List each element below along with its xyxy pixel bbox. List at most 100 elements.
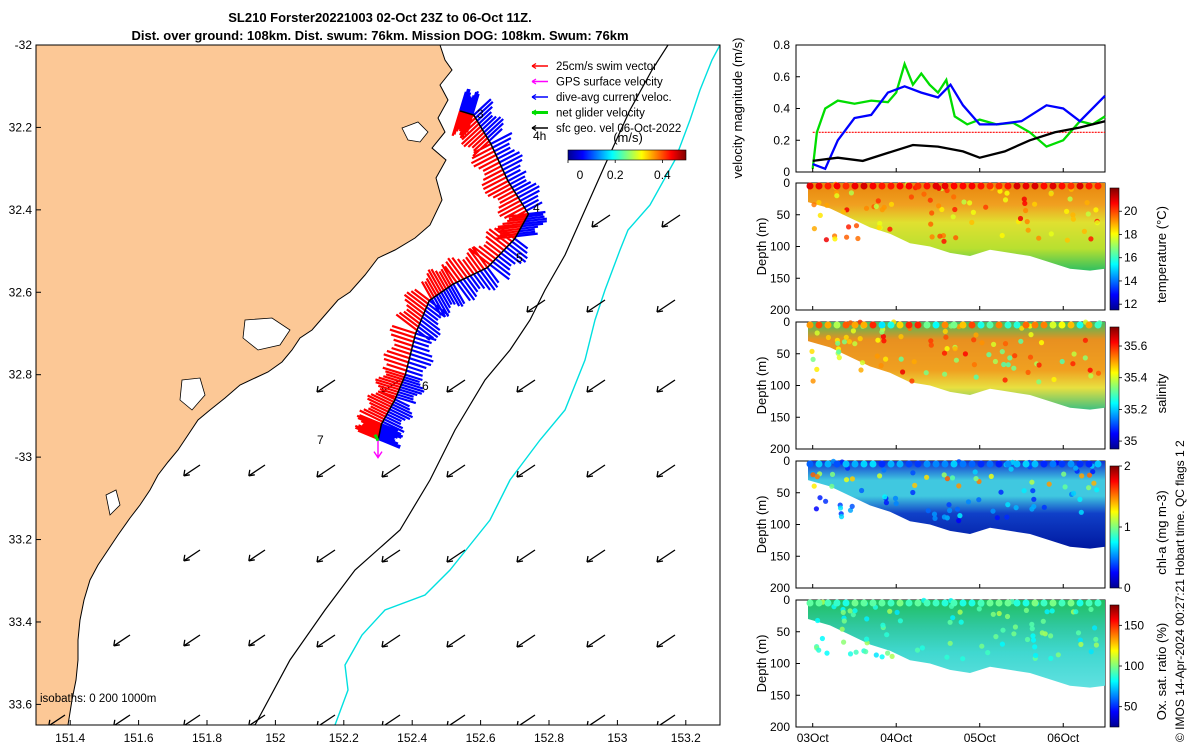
map-x-tick-label: 152.4 <box>397 731 427 745</box>
section-sample-dot <box>1002 341 1009 347</box>
section-sample-dot <box>946 502 952 508</box>
section-sample-dot <box>999 232 1005 239</box>
section-sample-dot <box>824 650 830 656</box>
lake <box>242 317 291 351</box>
surface-velocity-arrow <box>656 634 676 648</box>
velocity-y-tick-label: 0 <box>783 165 790 179</box>
section-surface-dot <box>860 321 868 329</box>
section-sample-dot <box>996 610 1002 617</box>
arrowhead <box>446 720 449 725</box>
net-glider-velocity-arrow <box>373 433 380 442</box>
surface-velocity-arrow <box>656 464 676 478</box>
section-surface-dot <box>905 599 913 607</box>
section-sample-dot <box>947 507 953 514</box>
section-sample-dot <box>943 334 949 340</box>
isobaths-label: isobaths: 0 200 1000m <box>40 693 156 705</box>
section-surface-dot <box>950 599 958 607</box>
section-surface-dot <box>815 460 823 468</box>
section-sample-dot <box>1005 502 1011 508</box>
section-surface-dot <box>824 599 832 607</box>
section-sample-dot <box>911 359 917 365</box>
section-sample-dot <box>843 477 850 483</box>
surface-velocity-arrow <box>516 464 536 478</box>
map-legend: 25cm/s swim vector GPS surface velocity di… <box>531 61 681 135</box>
arrowhead <box>591 220 599 228</box>
section-sample-dot <box>880 622 886 628</box>
section-y-tick-label: 50 <box>777 625 791 639</box>
arrowhead <box>656 720 659 725</box>
section-sample-dot <box>965 499 972 505</box>
section-sample-dot <box>840 209 847 215</box>
section-y-tick-label: 0 <box>783 176 790 190</box>
section-sample-dot <box>1000 627 1006 633</box>
section-sample-dot <box>846 224 852 230</box>
section-sample-dot <box>1077 496 1083 502</box>
arrowhead <box>656 470 664 478</box>
section-sample-dot <box>852 608 858 614</box>
map-y-tick-label: 33.6 <box>9 697 33 711</box>
section-sample-dot <box>1005 362 1011 368</box>
surface-velocity-arrow <box>381 634 401 648</box>
section-surface-dot <box>833 460 841 468</box>
section-panel-4: 0 50 100 150 200 Depth (m) 50 100 150 Ox. sat. ra… <box>754 593 1169 734</box>
section-sample-dot <box>875 198 881 204</box>
section-sample-dot <box>1064 208 1070 214</box>
land-mass <box>36 45 453 725</box>
section-surface-dot <box>914 599 922 607</box>
track-map: 151.4 151.6 151.8 152 152.2 152.4 152.6 152.8 15… <box>9 38 721 745</box>
section-surface-dot <box>995 599 1003 607</box>
section-sample-dot <box>841 639 847 645</box>
section-sample-dot <box>1093 207 1099 213</box>
arrowhead <box>381 640 389 648</box>
surface-velocity-arrow <box>526 299 546 313</box>
section-surface-dot <box>869 182 877 190</box>
section-sample-dot <box>858 367 864 373</box>
section-surface-dot <box>995 321 1003 329</box>
surface-velocity-arrow <box>661 214 681 228</box>
section-y-tick-label: 0 <box>783 454 790 468</box>
lake <box>401 121 429 143</box>
section-surface-dot <box>959 182 967 190</box>
section-surface-dot <box>806 460 814 468</box>
section-sample-dot <box>991 341 997 347</box>
section-surface-dot <box>1031 182 1039 190</box>
velocity-y-tick-label: 0.8 <box>773 38 790 52</box>
section-sample-dot <box>936 203 942 209</box>
section-sample-dot <box>953 235 959 241</box>
surface-velocity-arrow <box>586 379 606 393</box>
arrowhead <box>446 385 454 393</box>
legend-swatch-head <box>531 124 537 132</box>
section-surface-dot <box>869 599 877 607</box>
map-colorbar: (m/s) 0 0.2 0.4 <box>567 130 687 182</box>
section-sample-dot <box>1082 355 1088 361</box>
chart-title-line1: SL210 Forster20221003 02-Oct 23Z to 06-O… <box>228 10 532 25</box>
section-surface-dot <box>869 321 877 329</box>
arrowhead <box>586 385 594 393</box>
section-sample-dot <box>1028 332 1034 338</box>
section-sample-dot <box>811 483 817 489</box>
section-surface-dot <box>1022 599 1030 607</box>
section-surface-dot <box>1067 321 1075 329</box>
section-colorbar <box>1109 187 1120 311</box>
surface-velocity-arrow <box>248 464 266 477</box>
section-sample-dot <box>944 346 950 352</box>
section-surface-dot <box>1085 321 1093 329</box>
credit-text: © IMOS 14-Apr-2024 00:27:21 Hobart time.… <box>1173 440 1187 742</box>
section-sample-dot <box>1007 355 1013 361</box>
section-surface-dot <box>932 182 940 190</box>
surface-velocity-arrow <box>656 379 676 393</box>
section-sample-dot <box>1073 609 1079 615</box>
section-surface-dot <box>1040 599 1048 607</box>
surface-velocity-arrow <box>586 549 606 563</box>
section-surface-dot <box>977 182 985 190</box>
section-surface-dot <box>905 460 913 468</box>
colorbar-tick-label: 16 <box>1124 251 1138 265</box>
arrowhead <box>183 639 190 647</box>
map-x-tick-label: 153 <box>607 731 627 745</box>
colorbar-tick-label: 14 <box>1124 274 1138 288</box>
section-sample-dot <box>892 495 899 501</box>
surface-velocity-arrow <box>248 549 266 562</box>
section-sample-dot <box>900 369 906 375</box>
surface-velocity-arrow <box>316 379 336 393</box>
section-surface-dot <box>941 321 949 329</box>
